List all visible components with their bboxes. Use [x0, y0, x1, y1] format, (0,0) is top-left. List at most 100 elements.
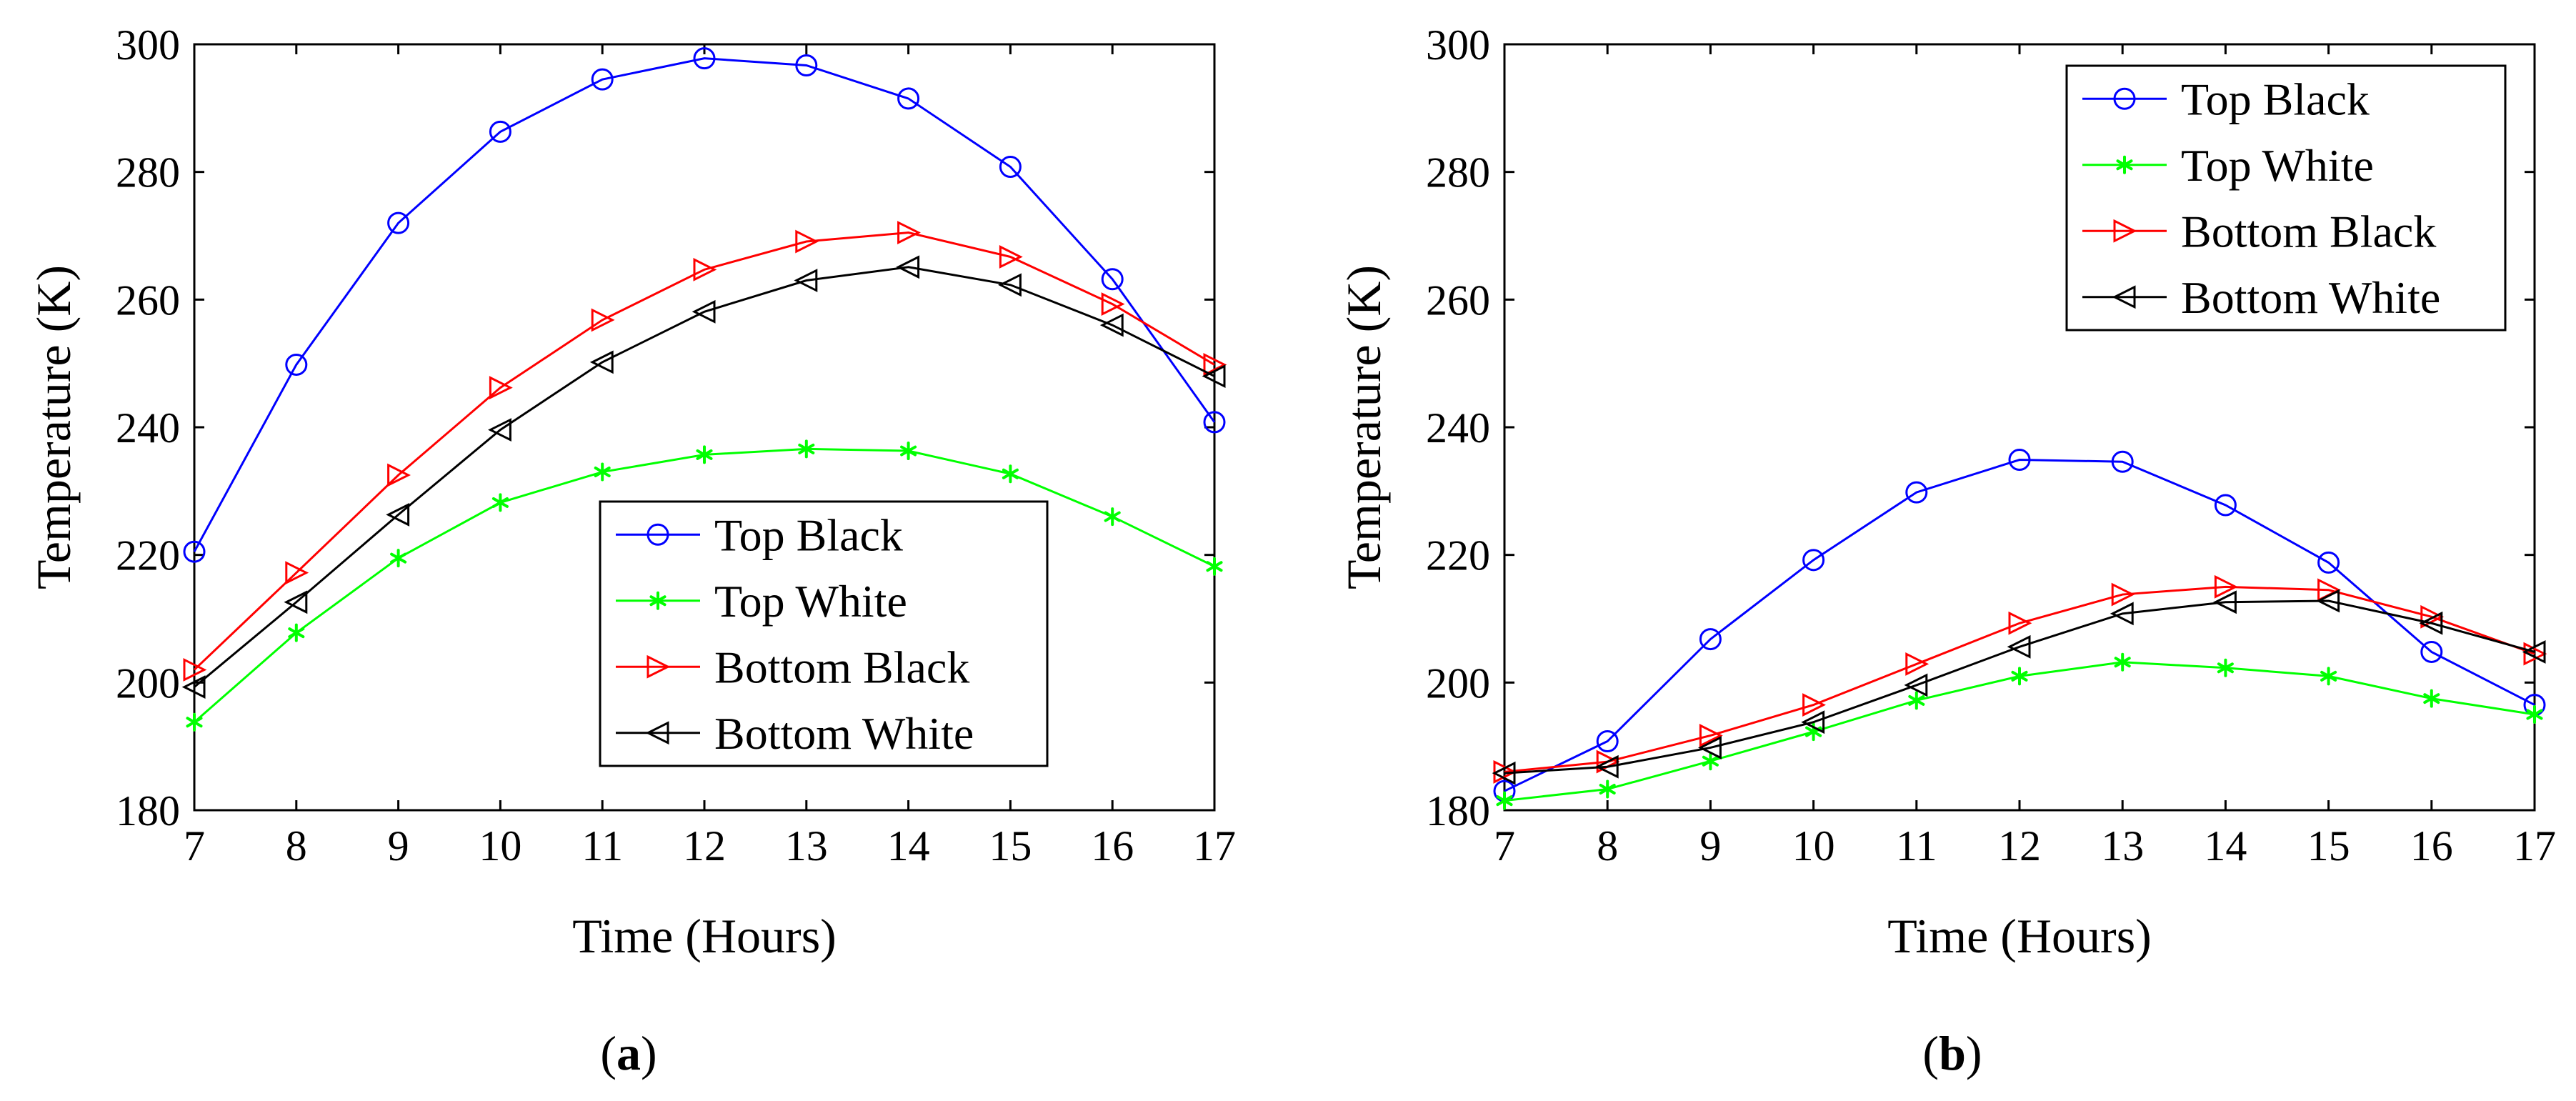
panel-b-point-top-black — [2111, 450, 2134, 473]
panel-b-point-top-white — [2011, 667, 2028, 686]
panel-a-legend-box — [599, 500, 1049, 767]
panel-b-y-tick-label: 300 — [1426, 21, 1490, 69]
panel-a-point-top-white — [1002, 464, 1019, 484]
panel-a-point-bottom-white — [692, 299, 716, 324]
panel-b-point-bottom-white — [1492, 761, 1516, 785]
panel-b-point-bottom-white — [1904, 673, 1928, 697]
panel-b-point-bottom-black — [2523, 642, 2547, 666]
panel-a-series-line-bottom-black — [193, 231, 1215, 671]
panel-b-point-top-black — [1596, 730, 1619, 753]
panel-b-point-bottom-black — [2420, 604, 2445, 629]
panel-a-y-axis-title: Temperature (K) — [26, 265, 81, 589]
panel-b-legend-marker-top-black — [2113, 87, 2136, 110]
panel-a-point-bottom-black — [1101, 292, 1125, 317]
panel-a-y-tick-label: 240 — [116, 404, 180, 452]
panel-b-point-top-white — [1908, 691, 1925, 710]
panel-b-point-top-white — [2217, 658, 2234, 677]
panel-a-point-top-white — [390, 549, 407, 568]
panel-a-y-tick-label: 220 — [116, 532, 180, 579]
caption-b-letter: b — [1939, 1026, 1966, 1080]
panel-b-point-top-black — [1802, 549, 1825, 572]
panel-a-point-bottom-white — [589, 350, 614, 374]
panel-b-x-tick-label: 7 — [1494, 822, 1515, 870]
panel-b-point-bottom-white — [1801, 710, 1825, 734]
panel-a-legend: Top Black Top White Bottom Black Bottom Whi… — [599, 500, 1049, 767]
panel-b: 7 8 9 10 11 12 13 14 15 16 17 180 200 220 240 260 280 300… — [1337, 21, 2556, 963]
panel-b-x-tick-label: 15 — [2307, 822, 2350, 870]
panel-b-point-bottom-white — [2213, 590, 2237, 614]
panel-a-point-top-black — [693, 47, 716, 70]
panel-a-point-top-black — [795, 54, 818, 76]
panel-a-point-top-white — [696, 445, 713, 464]
panel-b-x-tick-label: 17 — [2513, 822, 2556, 870]
panel-b-x-axis-title: Time (Hours) — [1887, 909, 2152, 963]
panel-b-point-bottom-white — [2007, 634, 2031, 659]
panel-a-legend-marker-bottom-white — [645, 721, 669, 745]
panel-b-point-top-white — [1496, 791, 1513, 810]
panel-b-legend-label-top-white: Top White — [2181, 140, 2374, 191]
panel-a-point-top-white — [1206, 557, 1223, 576]
panel-b-legend-box — [2065, 64, 2507, 332]
panel-a-x-tick-label: 12 — [683, 822, 726, 870]
panel-a-point-top-black — [591, 68, 614, 91]
panel-b-point-top-black — [1699, 628, 1722, 651]
panel-a-point-bottom-black — [1203, 353, 1227, 377]
panel-b-point-top-white — [1599, 779, 1616, 799]
panel-b-point-bottom-white — [2522, 640, 2546, 664]
panel-a-point-top-black — [999, 156, 1022, 179]
panel-b-point-bottom-black — [1802, 693, 1826, 717]
panel-a-point-top-white — [798, 439, 815, 459]
panel-b-point-top-white — [1702, 752, 1719, 771]
panel-a-x-tick-label: 15 — [989, 822, 1032, 870]
panel-b-point-bottom-black — [1699, 724, 1723, 747]
panel-b-legend-label-top-black: Top Black — [2181, 74, 2370, 124]
panel-a-point-bottom-black — [489, 376, 513, 400]
panel-b-point-bottom-black — [1905, 652, 1929, 676]
panel-a-legend-marker-top-white — [649, 591, 667, 610]
panel-a-y-tick-label: 200 — [116, 659, 180, 707]
panel-a-point-bottom-white — [794, 269, 818, 292]
panel-a-legend-label-top-white: Top White — [714, 576, 907, 627]
panel-a-point-bottom-white — [386, 502, 410, 527]
panel-a-x-tick-label: 10 — [479, 822, 521, 870]
panel-b-point-bottom-white — [1698, 736, 1722, 759]
panel-a-x-tick-label: 16 — [1091, 822, 1134, 870]
panel-b-point-top-black — [2317, 551, 2340, 574]
panel-b-point-bottom-black — [2111, 582, 2135, 607]
caption-b: (b) — [1922, 1026, 1982, 1080]
panel-a-point-top-black — [1101, 268, 1124, 291]
panel-b-legend-label-bottom-white: Bottom White — [2181, 272, 2440, 323]
panel-b-series-line-bottom-black — [1504, 585, 2535, 773]
panel-b-point-top-black — [2420, 640, 2443, 663]
panel-a-point-bottom-white — [896, 255, 920, 279]
panel-a-legend-label-bottom-black: Bottom Black — [714, 642, 969, 692]
panel-a-point-top-black — [489, 120, 511, 143]
panel-a-legend-marker-bottom-black — [647, 654, 671, 679]
panel-a-point-bottom-black — [795, 229, 819, 254]
panel-a-series-line-top-black — [193, 57, 1216, 552]
panel-b-x-tick-label: 10 — [1792, 822, 1835, 870]
panel-a-point-top-black — [183, 540, 206, 563]
panel-a-x-tick-label: 7 — [184, 822, 205, 870]
panel-b-x-tick-label: 11 — [1896, 822, 1937, 870]
panel-a-point-bottom-white — [998, 273, 1022, 297]
panel-a-point-bottom-black — [183, 658, 207, 682]
panel-b-x-tick-label: 16 — [2410, 822, 2453, 870]
panel-b-point-bottom-white — [1594, 754, 1619, 779]
panel-b-x-tick-label: 14 — [2204, 822, 2247, 870]
panel-b-point-bottom-black — [1493, 759, 1517, 784]
panel-a-point-top-black — [285, 353, 308, 376]
panel-b-legend: Top Black Top White Bottom Black Bottom Whi… — [2065, 64, 2507, 332]
panel-a-x-tick-label: 13 — [785, 822, 828, 870]
panel-b-point-top-white — [2320, 667, 2337, 686]
panel-b-x-tick-label: 8 — [1597, 822, 1618, 870]
panel-a-point-bottom-white — [284, 590, 308, 614]
panel-a-y-tick-label: 180 — [116, 787, 180, 835]
panel-b-point-bottom-white — [2419, 611, 2443, 635]
panel-a-point-bottom-black — [285, 561, 309, 585]
panel-a: 7 8 9 10 11 12 13 14 15 16 17 180 200 220 240 260 280 300… — [26, 21, 1236, 963]
panel-a-point-top-black — [1203, 411, 1226, 434]
panel-b-x-tick-label: 9 — [1699, 822, 1721, 870]
panel-a-point-top-black — [387, 211, 410, 234]
